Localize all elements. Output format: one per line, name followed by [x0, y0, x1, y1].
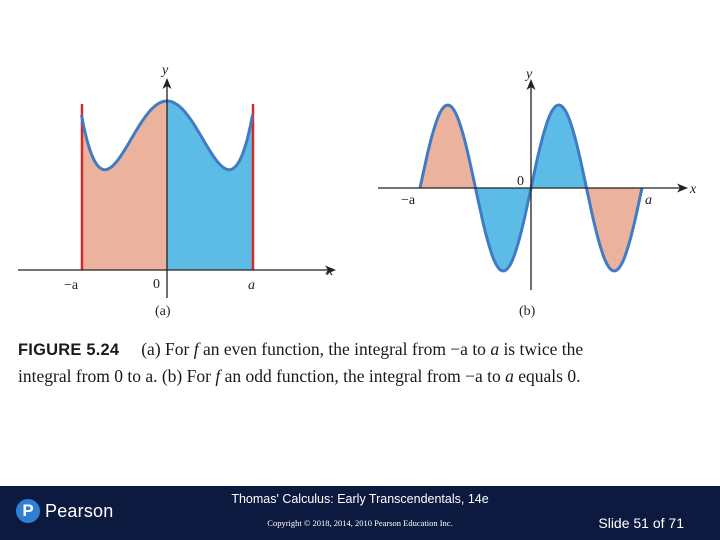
area-left-even [81, 101, 167, 270]
caption-italic-a: a [505, 366, 514, 386]
y-axis-label: y [524, 67, 533, 82]
slide-number: Slide 51 of 71 [598, 515, 684, 531]
copyright-notice: Copyright © 2018, 2014, 2010 Pearson Edu… [267, 518, 453, 528]
caption-text: an odd function, the integral from −a to [220, 366, 506, 386]
tick-zero: 0 [153, 277, 160, 292]
panel-a-label: (a) [155, 304, 171, 319]
pearson-wordmark: Pearson [45, 500, 114, 521]
caption-text: equals 0. [513, 366, 581, 386]
caption-line-1: FIGURE 5.24 (a) For f an even function, t… [18, 336, 698, 363]
pearson-p-icon: P [16, 499, 40, 523]
tick-pos-a: a [248, 278, 255, 293]
figure-caption: FIGURE 5.24 (a) For f an even function, t… [18, 336, 698, 389]
caption-text: an even function, the integral from −a t… [198, 339, 491, 359]
tick-neg-a: −a [401, 193, 416, 208]
caption-text: is twice the [499, 339, 584, 359]
figure-number: FIGURE 5.24 [18, 341, 120, 359]
pearson-logo: P Pearson [16, 498, 113, 524]
caption-text: integral from 0 to a. (b) For [18, 366, 216, 386]
x-axis-arrow-icon [325, 265, 336, 275]
caption-italic-f: f [193, 339, 199, 359]
figure-5-24: x y −a 0 a (a) x y −a 0 a (b) [18, 63, 697, 319]
caption-italic-f: f [215, 366, 221, 386]
panel-b-label: (b) [519, 304, 536, 319]
tick-pos-a: a [645, 193, 652, 208]
x-axis-label: x [326, 264, 334, 279]
y-axis-arrow-icon [526, 79, 536, 90]
y-axis-arrow-icon [162, 78, 172, 89]
book-title: Thomas' Calculus: Early Transcendentals,… [231, 492, 489, 506]
y-axis-label: y [160, 63, 169, 78]
caption-text: (a) For [141, 339, 194, 359]
area-right-even [167, 101, 253, 270]
caption-italic-a: a [490, 339, 500, 359]
panel-b: x y −a 0 a (b) [378, 67, 697, 319]
caption-line-2: integral from 0 to a. (b) For f an odd f… [18, 363, 698, 389]
tick-neg-a: −a [64, 278, 79, 293]
panel-a: x y −a 0 a (a) [18, 63, 336, 319]
x-axis-label: x [689, 182, 697, 197]
tick-zero: 0 [517, 174, 524, 189]
x-axis-arrow-icon [677, 183, 688, 193]
footer-bar: P Pearson Thomas' Calculus: Early Transc… [0, 486, 720, 540]
